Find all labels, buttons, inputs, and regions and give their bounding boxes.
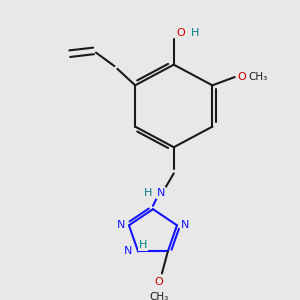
Text: N: N [181, 220, 190, 230]
Text: H: H [144, 188, 152, 198]
Text: O: O [238, 72, 247, 82]
Text: CH₃: CH₃ [149, 292, 169, 300]
Text: N: N [124, 247, 132, 256]
Text: O: O [176, 28, 185, 38]
Text: H: H [190, 28, 199, 38]
Text: H: H [139, 240, 147, 250]
Text: N: N [157, 188, 165, 198]
Text: N: N [116, 220, 125, 230]
Text: CH₃: CH₃ [249, 72, 268, 82]
Text: O: O [154, 277, 163, 287]
